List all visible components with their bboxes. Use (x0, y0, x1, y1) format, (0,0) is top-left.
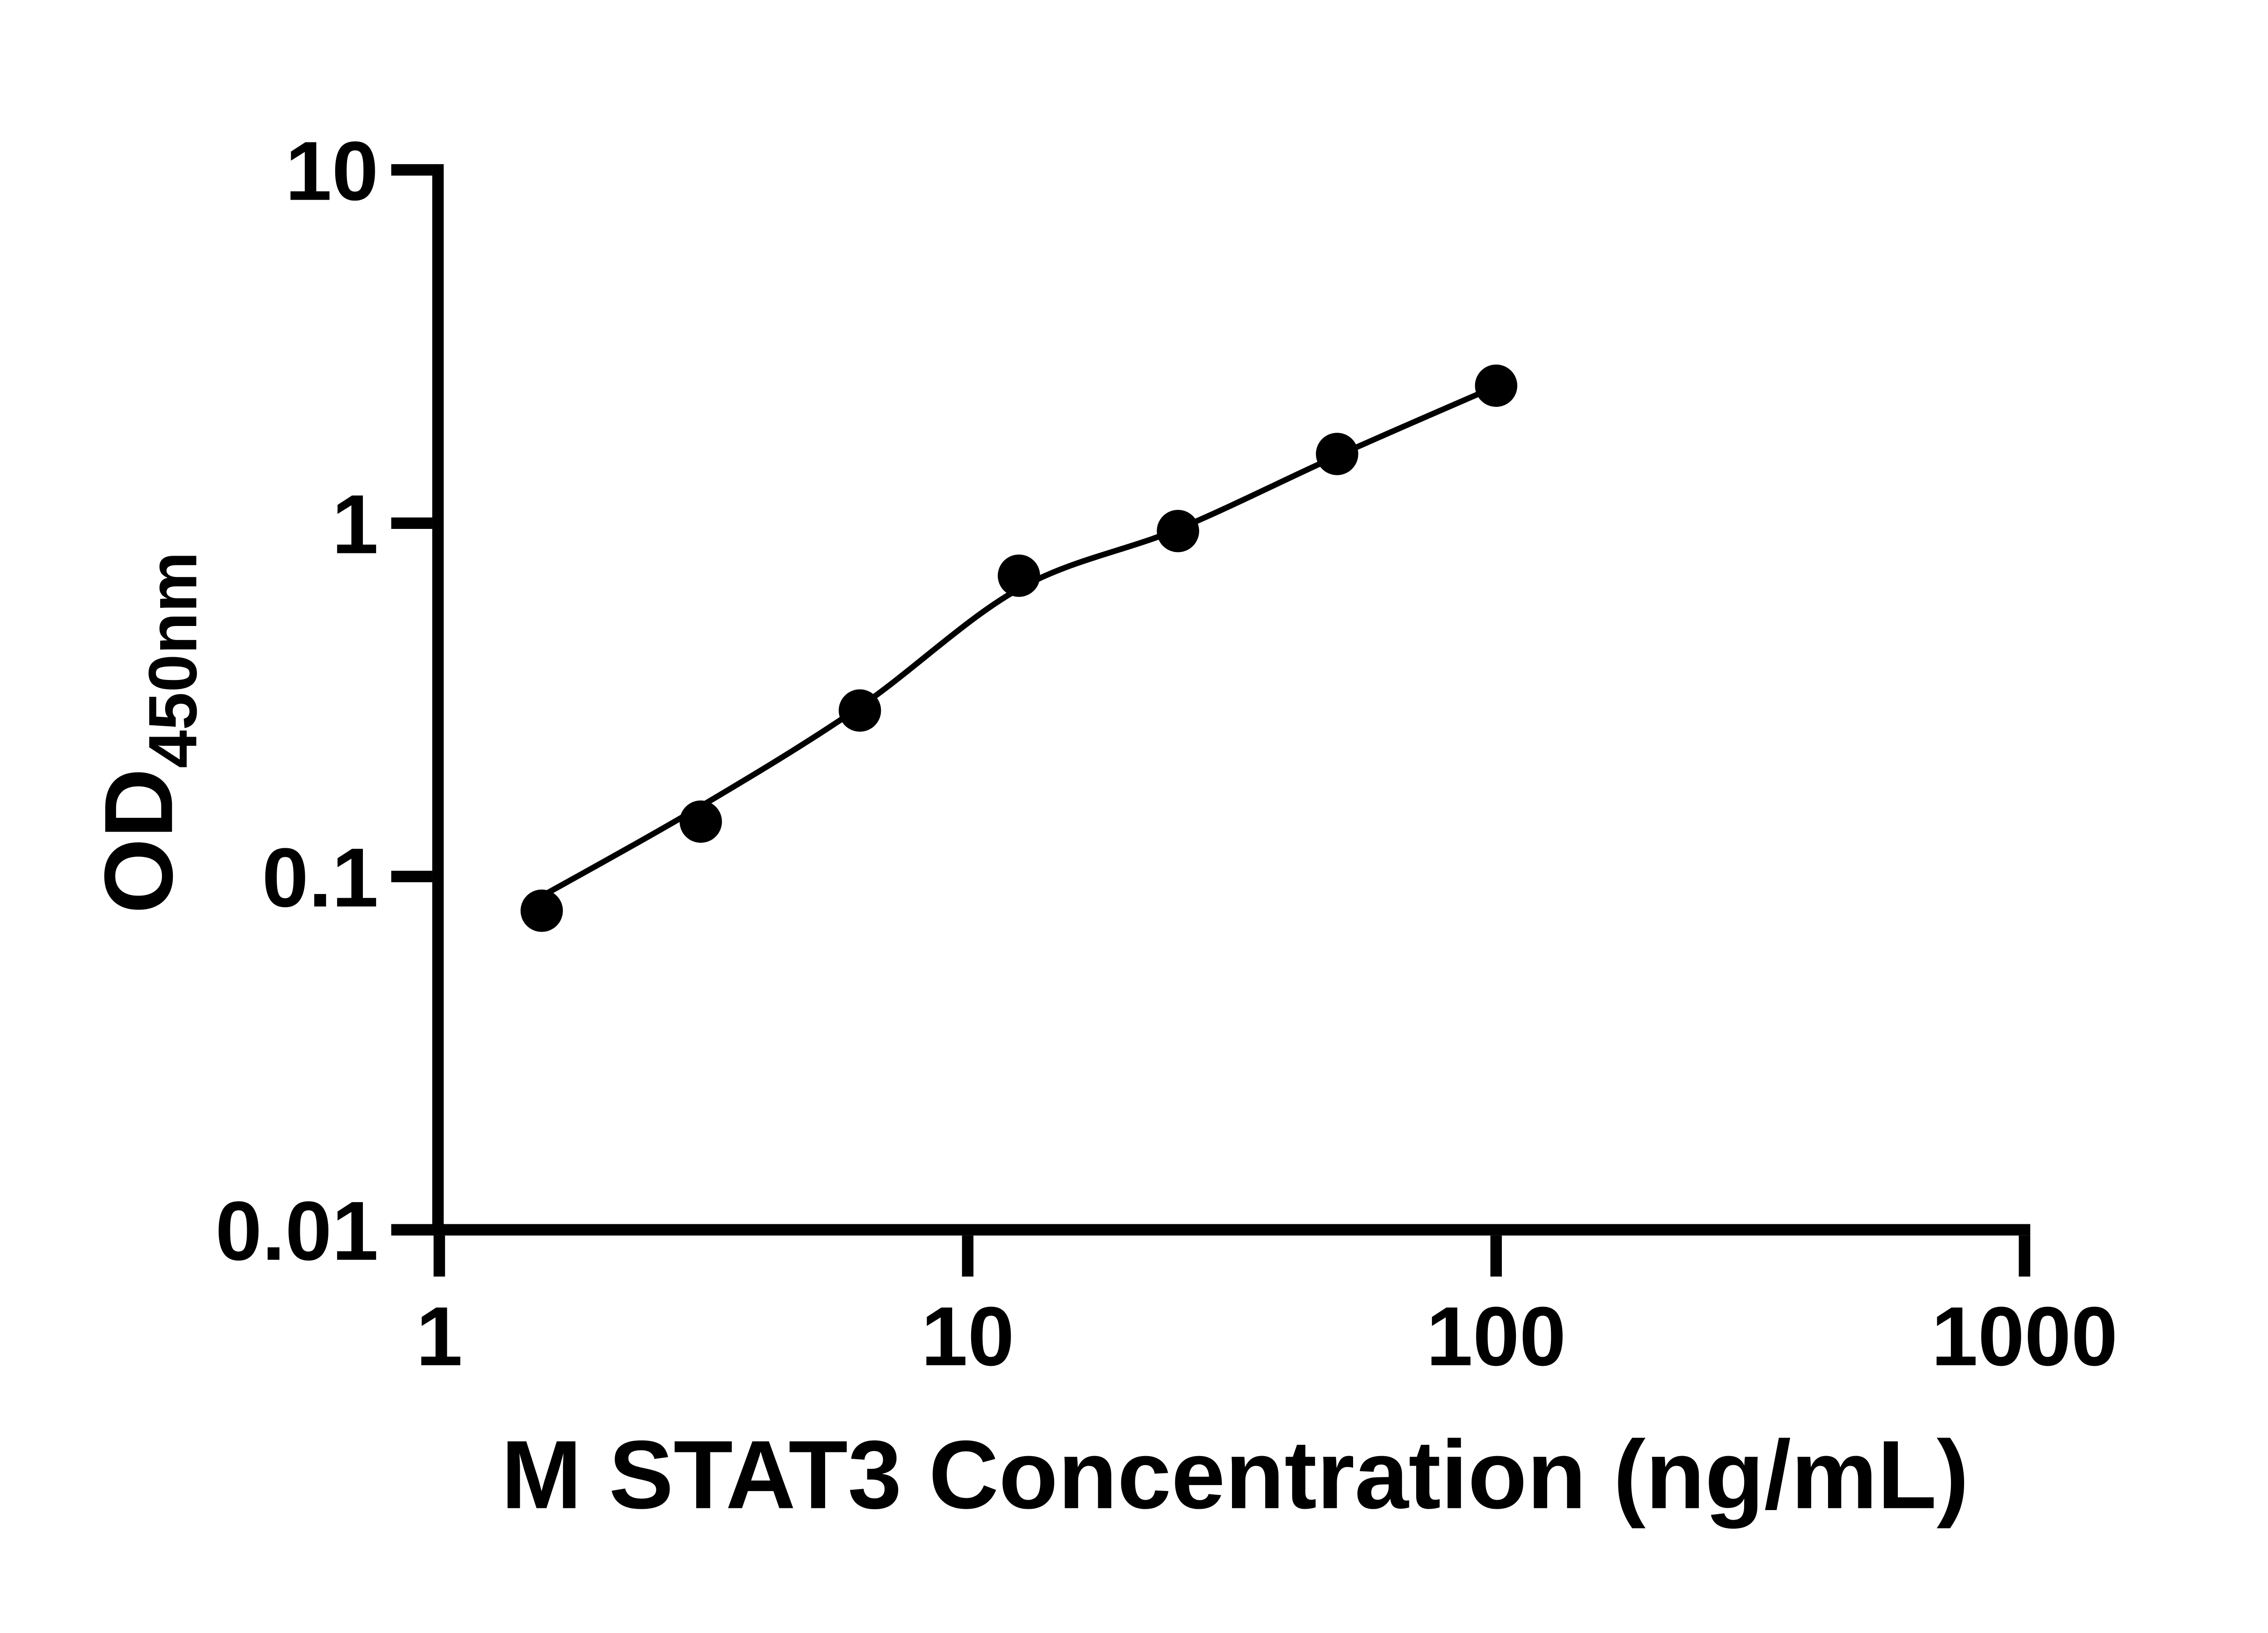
data-layer (520, 364, 1518, 932)
y-axis-title-subscript: 450nm (135, 552, 211, 768)
y-tick-label-1: 1 (332, 478, 379, 571)
axes-layer (391, 164, 2030, 1277)
data-point (1475, 364, 1518, 407)
y-axis-title-main: OD (84, 768, 193, 914)
x-tick-label-100: 100 (1426, 1290, 1566, 1384)
y-tick-label-10: 10 (285, 125, 379, 218)
x-axis-title: M STAT3 Concentration (ng/mL) (501, 1421, 1969, 1529)
x-tick-label-1000: 1000 (1931, 1290, 2118, 1384)
data-point (1157, 509, 1199, 552)
data-point (838, 689, 881, 732)
data-point (1316, 433, 1359, 475)
x-tick-label-1: 1 (416, 1290, 463, 1384)
y-axis-title: OD450nm (84, 552, 210, 914)
x-tick-label-10: 10 (921, 1290, 1014, 1384)
data-point (997, 554, 1040, 597)
data-point (679, 800, 722, 843)
y-tick-label-0.01: 0.01 (215, 1184, 379, 1278)
data-point (520, 890, 563, 932)
y-tick-label-0.1: 0.1 (262, 831, 378, 924)
